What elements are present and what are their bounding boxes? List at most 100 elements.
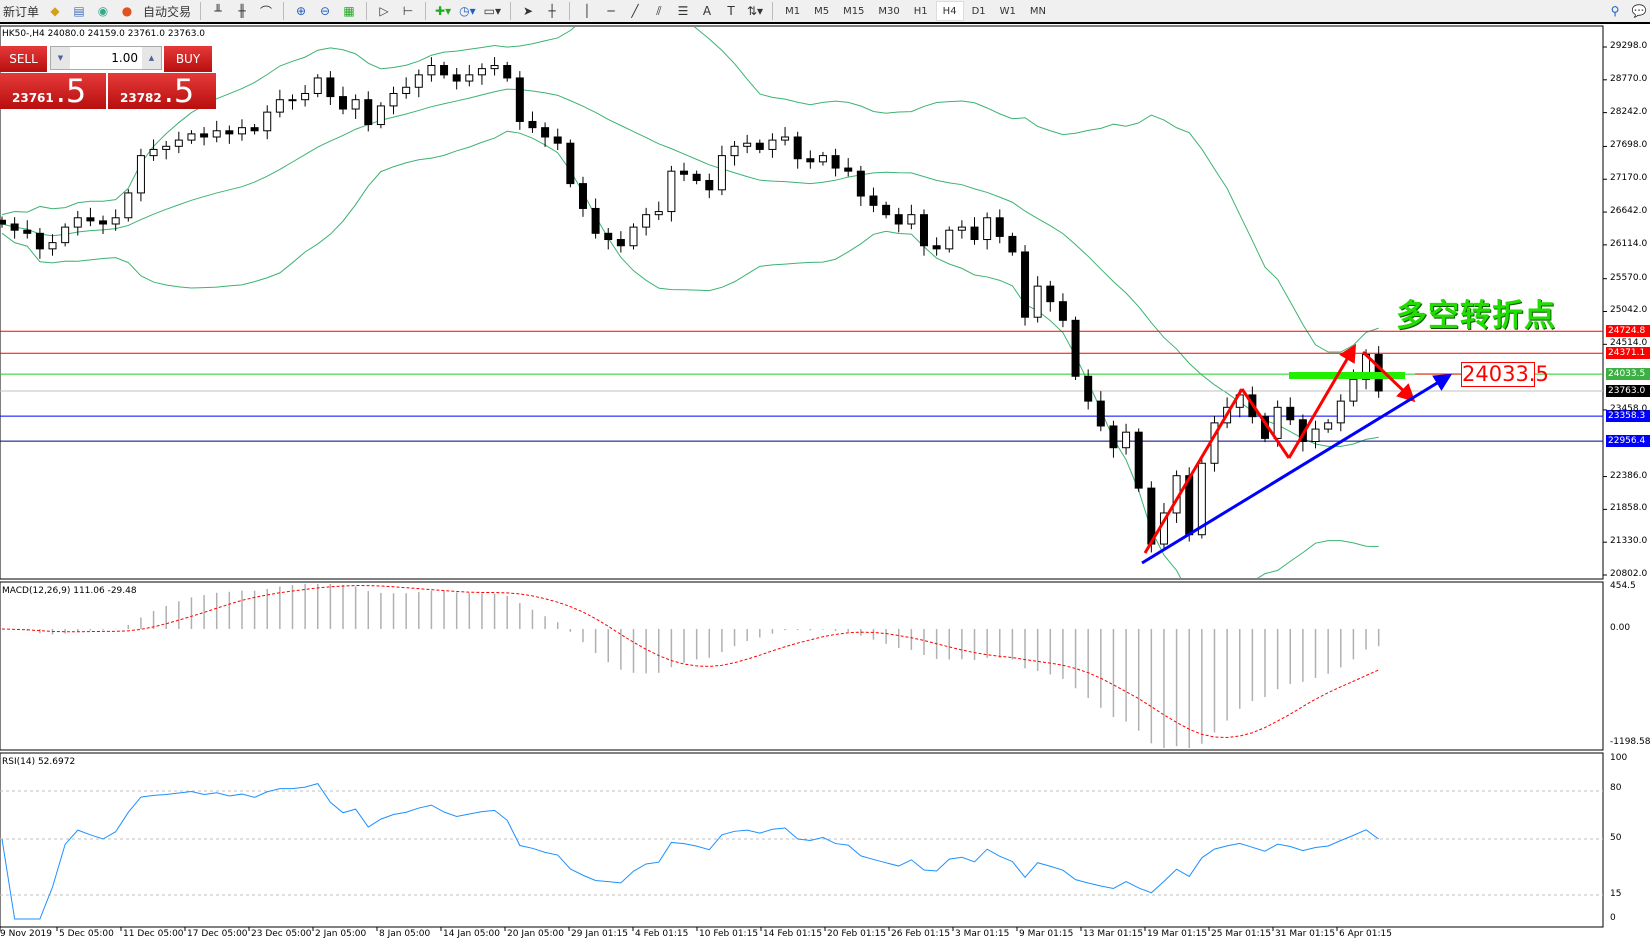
time-label: 13 Mar 01:15 (1083, 929, 1144, 939)
new-order-button[interactable]: 新订单 (3, 4, 40, 19)
candle-body (490, 65, 499, 70)
tile-windows-icon[interactable]: ▦ (343, 4, 355, 18)
candle-body (61, 226, 70, 244)
candle-body (124, 192, 133, 219)
clock-icon[interactable]: ◷▾ (459, 4, 476, 18)
indicators-icon[interactable]: ✚▾ (435, 4, 452, 18)
time-label: 29 Jan 01:15 (571, 929, 628, 939)
candle-body (111, 217, 120, 225)
zoom-out-icon[interactable]: ⊖ (320, 4, 331, 18)
red-zigzag-arrow (1240, 388, 1291, 459)
decrease-lot-icon[interactable]: ▼ (51, 47, 70, 69)
buy-price-frac: .5 (163, 72, 195, 110)
timeframe-h1[interactable]: H1 (913, 5, 928, 17)
candle-body (793, 136, 802, 160)
candle-body (667, 170, 676, 213)
line-chart-icon[interactable]: ⌒ (260, 4, 273, 19)
candle-body (288, 99, 297, 102)
divider (200, 2, 202, 20)
timeframe-m1[interactable]: M1 (785, 5, 801, 17)
auto-trade-icon[interactable]: ● (121, 4, 133, 18)
time-label: 14 Feb 01:15 (763, 929, 823, 939)
equidistant-channel-icon[interactable]: ⫽ (656, 3, 662, 18)
candle-body (414, 74, 423, 88)
auto-trade-button[interactable]: 自动交易 (143, 4, 192, 19)
fibonacci-icon[interactable]: ☰ (677, 4, 689, 18)
templates-icon[interactable]: ▭▾ (483, 4, 501, 18)
sell-price[interactable]: 23761.5 (0, 73, 106, 109)
zoom-in-icon[interactable]: ⊕ (296, 4, 307, 18)
navigator-icon[interactable]: ▤ (73, 4, 85, 18)
timeframe-m30[interactable]: M30 (878, 5, 900, 17)
sell-price-frac: .5 (55, 72, 87, 110)
level-tag: 24033.5 (1606, 368, 1650, 381)
annotation-text: 多空转折点 (1396, 298, 1556, 334)
trendline-icon[interactable]: ╱ (631, 4, 639, 18)
search-icon[interactable]: ⚲ (1610, 4, 1620, 18)
price-tick-label: 20802.0 (1610, 569, 1648, 579)
candle-body (629, 226, 638, 247)
vertical-line-icon[interactable]: │ (583, 4, 591, 18)
timeframe-h4[interactable]: H4 (935, 1, 964, 21)
chart-shift-icon[interactable]: ⊢ (402, 4, 414, 18)
main-pane (0, 25, 1604, 580)
candle-body (869, 195, 878, 206)
candle-body (339, 96, 348, 110)
blue-trendline-arrow (1141, 373, 1453, 565)
timeframe-w1[interactable]: W1 (999, 5, 1016, 17)
increase-lot-icon[interactable]: ▲ (142, 47, 161, 69)
candle-body (35, 232, 44, 250)
cursor-icon[interactable]: ➤ (522, 4, 534, 18)
candle-body (1021, 251, 1030, 318)
level-tag: 23763.0 (1606, 384, 1650, 397)
diamond-icon[interactable]: ◆ (50, 4, 60, 18)
bar-chart-icon[interactable]: ╨ (214, 4, 222, 18)
divider (568, 2, 570, 20)
buy-price[interactable]: 23782.5 (108, 73, 216, 109)
candle-body (1096, 400, 1105, 427)
red-zigzag-arrow (1143, 388, 1244, 554)
candle-body (995, 217, 1004, 237)
candle-body (1324, 422, 1333, 430)
horizontal-line-icon[interactable]: ─ (607, 4, 615, 18)
candle-body (301, 92, 310, 101)
price-tick-label: 21330.0 (1610, 536, 1648, 547)
candle-body (680, 170, 689, 175)
candle-body (452, 74, 461, 82)
timeframe-m5[interactable]: M5 (814, 5, 830, 17)
candle-body (23, 229, 32, 234)
auto-scroll-icon[interactable]: ▷ (379, 4, 389, 18)
candle-body (692, 173, 701, 181)
candle-body (1084, 375, 1093, 402)
text-label-icon[interactable]: T (727, 4, 735, 18)
time-label: 19 Mar 01:15 (1147, 929, 1208, 939)
time-label: 25 Mar 01:15 (1211, 929, 1272, 939)
divider (425, 2, 427, 20)
lot-stepper[interactable]: ▼ ▲ (50, 46, 162, 70)
chat-icon[interactable]: 💬 (1631, 4, 1647, 18)
timeframe-d1[interactable]: D1 (971, 5, 986, 17)
candlestick-icon[interactable]: ╫ (238, 4, 246, 18)
main-plot (0, 27, 1603, 578)
timeframe-mn[interactable]: MN (1029, 5, 1046, 17)
candle-body (149, 148, 158, 157)
text-icon[interactable]: A (702, 4, 712, 18)
time-label: 20 Feb 01:15 (827, 929, 887, 939)
red-zigzag-arrow (1361, 350, 1416, 403)
candle-body (402, 86, 411, 94)
candle-body (86, 217, 95, 222)
candle-body (743, 142, 752, 147)
buy-button[interactable]: BUY (164, 46, 212, 72)
candle-body (1046, 285, 1055, 303)
candle-body (1273, 406, 1282, 439)
arrows-icon[interactable]: ⇅▾ (746, 4, 764, 18)
bollinger-middle (1, 88, 1379, 447)
sell-button[interactable]: SELL (0, 46, 47, 72)
candle-body (1122, 431, 1131, 449)
lot-input[interactable] (70, 51, 142, 65)
price-tick-label: 26642.0 (1610, 206, 1648, 217)
signal-icon[interactable]: ◉ (97, 4, 109, 18)
timeframe-m15[interactable]: M15 (843, 5, 865, 17)
crosshair-icon[interactable]: ┼ (548, 4, 556, 18)
